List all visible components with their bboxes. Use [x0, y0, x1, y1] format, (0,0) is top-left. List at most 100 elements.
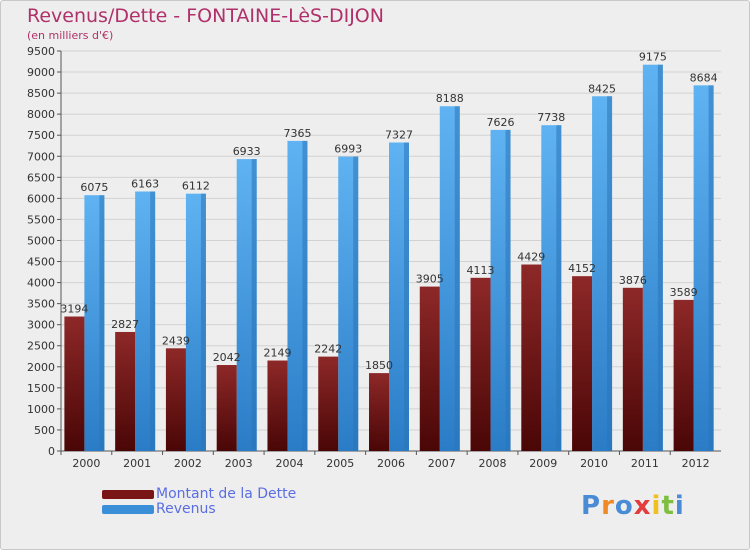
y-tick-label: 1000: [27, 403, 55, 416]
x-tick-label: 2010: [580, 457, 608, 470]
bar-revenus-shade: [150, 191, 156, 452]
x-tick-label: 2012: [682, 457, 710, 470]
axes: 0 500 1000 1500 2000 2500 3000 3500 4000 4500 5000…: [27, 45, 721, 470]
logo-letter: t: [661, 491, 675, 521]
y-tick-label: 9000: [27, 66, 55, 79]
data-label-revenus: 6163: [131, 178, 159, 191]
x-tick-label: 2001: [123, 457, 151, 470]
y-tick-label: 8500: [27, 87, 55, 100]
data-label-revenus: 6933: [233, 145, 261, 158]
data-label-dette: 4152: [568, 262, 596, 275]
legend-swatch-revenus: [102, 505, 154, 514]
data-label-dette: 3876: [619, 274, 647, 287]
y-tick-label: 3500: [27, 298, 55, 311]
logo-letter: P: [581, 491, 602, 521]
data-label-revenus: 7738: [537, 111, 565, 124]
y-tick-label: 9500: [27, 45, 55, 58]
data-label-revenus: 8684: [690, 71, 718, 84]
data-label-revenus: 9175: [639, 51, 667, 64]
logo-letter: o: [614, 491, 634, 521]
logo-letter: r: [601, 491, 615, 521]
x-tick-label: 2000: [72, 457, 100, 470]
data-label-dette: 3194: [60, 303, 88, 316]
data-label-revenus: 6112: [182, 180, 210, 193]
y-tick-label: 4500: [27, 256, 55, 269]
y-tick-label: 3000: [27, 319, 55, 332]
legend-label-revenus: Revenus: [156, 501, 216, 517]
bar-revenus-shade: [302, 140, 308, 452]
logo-letter: x: [633, 491, 652, 521]
bar-dette: [318, 356, 339, 451]
bar-revenus-shade: [607, 96, 613, 452]
bar-dette: [165, 348, 186, 451]
bar-dette: [521, 264, 542, 451]
data-label-revenus: 7365: [283, 127, 311, 140]
y-tick-label: 2000: [27, 361, 55, 374]
data-label-dette: 2827: [111, 318, 139, 331]
bar-revenus-shade: [505, 129, 511, 451]
bar-dette: [470, 277, 491, 451]
y-tick-label: 5000: [27, 234, 55, 247]
y-tick-label: 6000: [27, 192, 55, 205]
y-tick-label: 4000: [27, 277, 55, 290]
x-tick-label: 2002: [174, 457, 202, 470]
logo-letter: i: [674, 491, 685, 521]
bar-revenus-shade: [657, 64, 663, 452]
legend-swatch-debt: [102, 490, 154, 499]
y-tick-label: 7000: [27, 150, 55, 163]
x-tick-label: 2006: [377, 457, 405, 470]
data-label-dette: 2149: [263, 347, 291, 360]
data-label-revenus: 6075: [80, 181, 108, 194]
bar-revenus-shade: [454, 106, 460, 452]
data-label-revenus: 8188: [436, 92, 464, 105]
x-tick-label: 2007: [428, 457, 456, 470]
bar-dette: [267, 360, 288, 451]
data-label-revenus: 6993: [334, 143, 362, 156]
bar-dette: [216, 365, 237, 451]
data-label-revenus: 7327: [385, 128, 413, 141]
data-label-dette: 2242: [314, 343, 342, 356]
legend-label-debt: Montant de la Dette: [156, 486, 297, 502]
data-label-dette: 2439: [162, 334, 190, 347]
bar-revenus-shade: [251, 159, 257, 451]
data-label-dette: 3589: [670, 286, 698, 299]
chart-subtitle: (en milliers d'€): [27, 29, 114, 42]
bar-dette: [419, 286, 440, 451]
bar-dette: [673, 299, 694, 451]
bar-dette: [572, 276, 593, 451]
bar-dette: [64, 316, 85, 451]
y-tick-label: 8000: [27, 108, 55, 121]
x-tick-label: 2003: [225, 457, 253, 470]
data-label-dette: 2042: [213, 351, 241, 364]
y-tick-label: 0: [48, 445, 55, 458]
data-labels: 6075 3194 6163 2827 6112 2439 6933 2042 7365 2149…: [60, 51, 717, 372]
x-tick-label: 2004: [275, 457, 303, 470]
bar-revenus-shade: [556, 125, 562, 451]
data-label-dette: 4113: [467, 264, 495, 277]
bar-revenus-shade: [708, 85, 714, 451]
chart-title: Revenus/Dette - FONTAINE-LèS-DIJON: [27, 5, 384, 27]
data-label-dette: 3905: [416, 273, 444, 286]
bar-revenus-shade: [353, 156, 359, 451]
bars: [64, 64, 714, 452]
data-label-revenus: 8425: [588, 82, 616, 95]
bar-dette: [115, 331, 136, 451]
data-label-dette: 4429: [517, 251, 545, 264]
y-tick-label: 1500: [27, 382, 55, 395]
y-tick-label: 7500: [27, 129, 55, 142]
y-tick-label: 5500: [27, 213, 55, 226]
y-tick-label: 2500: [27, 340, 55, 353]
bar-revenus-shade: [200, 193, 206, 451]
x-tick-label: 2005: [326, 457, 354, 470]
bar-dette: [369, 373, 389, 451]
y-tick-label: 500: [34, 424, 55, 437]
x-tick-label: 2009: [529, 457, 557, 470]
bar-revenus-shade: [99, 195, 105, 451]
logo-letter: i: [651, 491, 662, 521]
proxiti-logo: Proxiti: [581, 491, 685, 521]
data-label-dette: 1850: [365, 359, 393, 372]
y-tick-label: 6500: [27, 171, 55, 184]
bar-dette: [622, 287, 643, 451]
